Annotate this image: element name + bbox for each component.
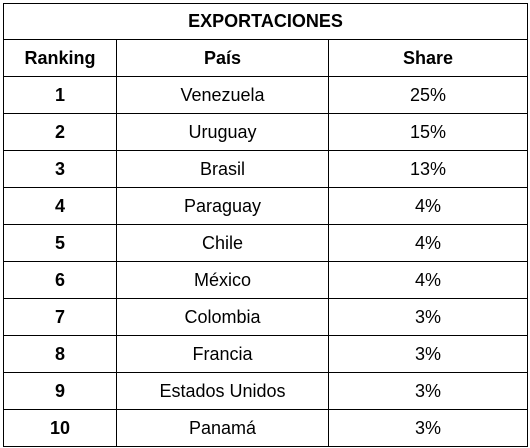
cell-ranking: 2 <box>3 113 117 151</box>
header-row: Ranking País Share <box>3 39 529 77</box>
cell-share: 3% <box>327 409 529 447</box>
table-body: 1 Venezuela 25% 2 Uruguay 15% 3 Brasil 13% 4 Parag… <box>3 76 529 447</box>
table-row: 5 Chile 4% <box>3 224 529 262</box>
table-title: EXPORTACIONES <box>2 3 529 40</box>
table-row: 3 Brasil 13% <box>3 150 529 188</box>
cell-ranking: 1 <box>3 76 117 114</box>
cell-country: Uruguay <box>116 113 329 151</box>
table-row: 6 México 4% <box>3 261 529 299</box>
table-row: 9 Estados Unidos 3% <box>3 372 529 410</box>
header-ranking: Ranking <box>3 39 117 77</box>
cell-share: 3% <box>327 372 529 410</box>
exports-table: EXPORTACIONES Ranking País Share 1 Venezu… <box>2 3 529 447</box>
cell-share: 3% <box>327 335 529 373</box>
cell-country: Paraguay <box>116 187 329 225</box>
table-row: 1 Venezuela 25% <box>3 76 529 114</box>
cell-country: Panamá <box>116 409 329 447</box>
cell-country: Estados Unidos <box>116 372 329 410</box>
cell-country: Francia <box>116 335 329 373</box>
table-row: 10 Panamá 3% <box>3 409 529 447</box>
cell-country: Brasil <box>116 150 329 188</box>
table-row: 8 Francia 3% <box>3 335 529 373</box>
cell-ranking: 6 <box>3 261 117 299</box>
header-country: País <box>116 39 329 77</box>
cell-ranking: 10 <box>3 409 117 447</box>
cell-share: 25% <box>327 76 529 114</box>
cell-ranking: 5 <box>3 224 117 262</box>
cell-share: 4% <box>327 261 529 299</box>
table-row: 4 Paraguay 4% <box>3 187 529 225</box>
cell-ranking: 9 <box>3 372 117 410</box>
header-share: Share <box>327 39 529 77</box>
cell-share: 3% <box>327 298 529 336</box>
cell-ranking: 8 <box>3 335 117 373</box>
table-row: 7 Colombia 3% <box>3 298 529 336</box>
title-row: EXPORTACIONES <box>2 3 529 40</box>
cell-share: 4% <box>327 187 529 225</box>
cell-country: Chile <box>116 224 329 262</box>
cell-ranking: 7 <box>3 298 117 336</box>
cell-ranking: 3 <box>3 150 117 188</box>
cell-country: Venezuela <box>116 76 329 114</box>
cell-share: 15% <box>327 113 529 151</box>
cell-share: 4% <box>327 224 529 262</box>
cell-share: 13% <box>327 150 529 188</box>
cell-ranking: 4 <box>3 187 117 225</box>
table-row: 2 Uruguay 15% <box>3 113 529 151</box>
cell-country: México <box>116 261 329 299</box>
cell-country: Colombia <box>116 298 329 336</box>
